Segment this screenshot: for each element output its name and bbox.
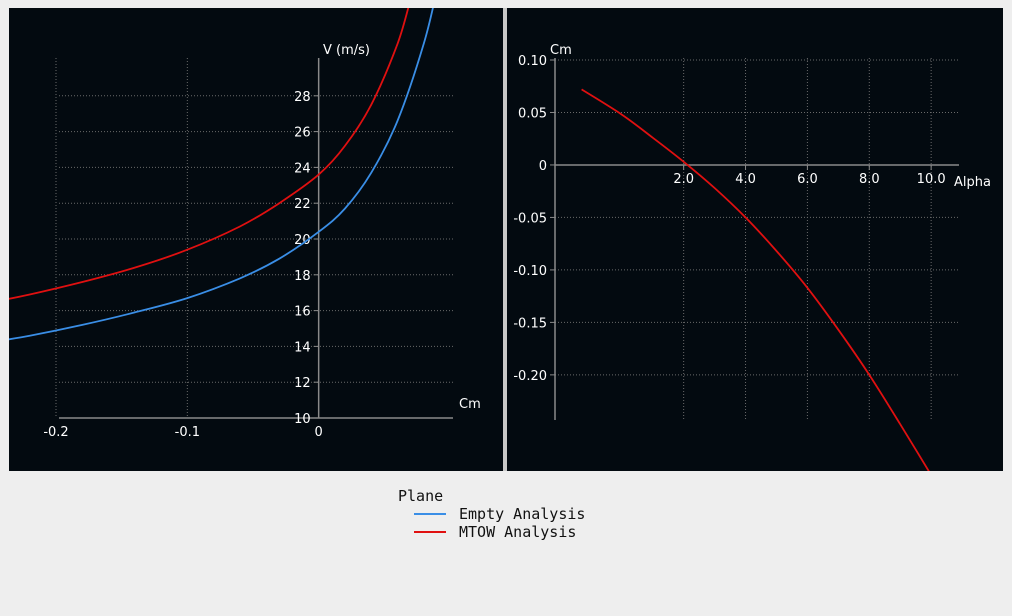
chart2-series-line-0 bbox=[581, 88, 930, 471]
chart2-xtick-label: 2.0 bbox=[673, 172, 694, 187]
chart1-ytick-label: 24 bbox=[294, 161, 311, 176]
chart2-ytick-label: 0.05 bbox=[518, 106, 547, 121]
chart1-ytick-label: 14 bbox=[294, 340, 311, 355]
legend-item-empty[interactable]: Empty Analysis bbox=[398, 505, 585, 523]
chart1-ytick-label: 28 bbox=[294, 90, 311, 105]
chart1-xtick-label: -0.1 bbox=[175, 425, 200, 440]
chart2-xtick-label: 4.0 bbox=[735, 172, 756, 187]
plots-area: 10 12 14 16 18 20 22 24 26 28 -0.2 -0.1 0 Cm V (m/s)… bbox=[9, 8, 1003, 471]
chart-cm-vs-alpha: 0.10 0.05 0 -0.05 -0.10 -0.15 -0.20 2.0 4.0 6.0 8.… bbox=[507, 8, 1003, 471]
chart2-ytick-label: -0.20 bbox=[513, 369, 547, 384]
chart2-ytick-label: 0.10 bbox=[518, 54, 547, 69]
chart1-xtick-label: -0.2 bbox=[43, 425, 68, 440]
chart1-xtick-label: 0 bbox=[315, 425, 323, 440]
chart2-ytick-label: -0.05 bbox=[513, 211, 547, 226]
chart2-xtick-label: 6.0 bbox=[797, 172, 818, 187]
chart1-ytick-label: 18 bbox=[294, 269, 311, 284]
chart2-ytick-label: 0 bbox=[539, 159, 547, 174]
legend-item-mtow[interactable]: MTOW Analysis bbox=[398, 523, 585, 541]
legend-label-empty: Empty Analysis bbox=[459, 505, 586, 523]
chart1-series-line-1 bbox=[9, 8, 410, 300]
chart-speed-vs-cm: 10 12 14 16 18 20 22 24 26 28 -0.2 -0.1 0 Cm V (m/s) bbox=[9, 8, 503, 471]
chart1-ytick-label: 20 bbox=[294, 233, 311, 248]
chart2-xtick-label: 8.0 bbox=[859, 172, 880, 187]
legend: Plane Empty Analysis MTOW Analysis bbox=[398, 487, 585, 541]
chart1-ylabel: V (m/s) bbox=[323, 43, 370, 58]
legend-title: Plane bbox=[398, 487, 444, 505]
legend-swatch-empty bbox=[414, 513, 446, 515]
legend-swatch-mtow bbox=[414, 531, 446, 533]
chart1-xlabel: Cm bbox=[459, 397, 481, 412]
chart2-ylabel: Cm bbox=[550, 43, 572, 58]
chart1-series-line-0 bbox=[9, 8, 434, 341]
chart2-ytick-label: -0.15 bbox=[513, 316, 547, 331]
legend-label-mtow: MTOW Analysis bbox=[459, 523, 577, 541]
chart2-ytick-label: -0.10 bbox=[513, 264, 547, 279]
chart2-xlabel: Alpha bbox=[954, 175, 991, 190]
chart1-ytick-label: 12 bbox=[294, 376, 311, 391]
chart1-ytick-label: 10 bbox=[294, 412, 311, 427]
chart2-xtick-label: 10.0 bbox=[917, 172, 946, 187]
chart1-ytick-label: 22 bbox=[294, 197, 311, 212]
chart1-ytick-label: 16 bbox=[294, 305, 311, 320]
chart1-ytick-label: 26 bbox=[294, 126, 311, 141]
